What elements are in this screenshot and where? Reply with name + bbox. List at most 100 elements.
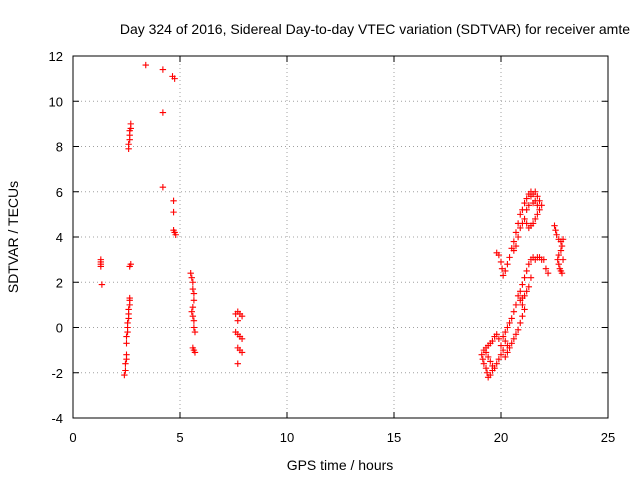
data-point (542, 265, 550, 272)
data-point (519, 220, 526, 227)
data-point (532, 215, 539, 223)
data-point (519, 281, 526, 288)
data-point (514, 233, 522, 241)
data-point (487, 358, 494, 365)
data-point (510, 238, 518, 245)
data-point (534, 193, 541, 200)
data-point (499, 346, 507, 354)
x-tick-label: 10 (280, 430, 294, 445)
data-point (190, 317, 198, 324)
data-point (478, 351, 485, 358)
data-point (495, 355, 503, 363)
data-point (191, 328, 199, 336)
data-point (527, 274, 535, 281)
data-point (190, 297, 198, 304)
y-tick-label: 0 (56, 321, 63, 336)
data-point (517, 224, 524, 232)
data-point (122, 367, 129, 374)
data-point (523, 206, 530, 214)
data-point (555, 260, 562, 268)
data-point (170, 208, 177, 216)
data-point (189, 279, 197, 286)
data-point (510, 308, 518, 315)
data-point (189, 312, 197, 320)
data-point (483, 369, 491, 376)
data-point (504, 349, 511, 356)
data-point (514, 326, 522, 333)
data-point (495, 335, 503, 343)
data-point (479, 355, 487, 363)
data-point (519, 301, 526, 309)
data-point (519, 312, 526, 320)
data-point (124, 319, 131, 327)
data-point (122, 360, 129, 367)
data-point (527, 193, 535, 200)
data-point (97, 263, 105, 270)
data-point (551, 222, 558, 229)
data-point (187, 270, 194, 277)
data-point (534, 211, 541, 218)
x-tick-label: 25 (601, 430, 615, 445)
data-point (495, 251, 503, 259)
data-point (534, 202, 541, 209)
data-point (499, 272, 507, 279)
data-point (525, 202, 533, 209)
y-tick-label: 12 (49, 49, 63, 64)
y-tick-label: 4 (56, 230, 63, 245)
data-point (502, 328, 509, 336)
data-point (559, 256, 567, 263)
data-point (523, 267, 530, 275)
x-tick-labels: 0 5 10 15 20 25 (69, 430, 615, 445)
data-point (238, 349, 246, 356)
data-point (489, 337, 496, 345)
data-point (508, 340, 515, 347)
data-point (159, 184, 167, 191)
axis-ticks (72, 55, 609, 419)
data-point (519, 294, 526, 302)
data-point (123, 351, 130, 358)
data-point (555, 251, 562, 259)
data-point (523, 288, 530, 295)
data-point (159, 66, 167, 73)
data-point (125, 306, 132, 313)
data-point (125, 141, 132, 148)
data-point (521, 306, 528, 313)
data-point (557, 247, 565, 254)
data-point (191, 349, 199, 356)
grid (73, 56, 608, 418)
data-point (558, 242, 566, 250)
data-point (497, 351, 505, 358)
data-point (521, 274, 528, 281)
x-axis-title: GPS time / hours (287, 457, 394, 473)
data-point (502, 267, 509, 275)
data-point (238, 312, 246, 320)
data-point (504, 260, 511, 268)
data-point (508, 315, 515, 322)
x-tick-label: 15 (387, 430, 401, 445)
x-tick-label: 20 (494, 430, 508, 445)
data-point (172, 231, 179, 238)
data-point (170, 197, 177, 204)
data-point (525, 283, 533, 290)
data-point (126, 294, 133, 302)
data-point (482, 365, 490, 372)
y-tick-label: -2 (51, 366, 63, 381)
y-tick-labels: -4 -2 0 2 4 6 8 10 12 (49, 49, 63, 426)
data-point (489, 362, 496, 370)
data-point (484, 353, 492, 361)
data-point (234, 360, 241, 367)
data-point (493, 331, 500, 338)
data-point (514, 292, 522, 300)
data-point (482, 349, 490, 356)
data-point (188, 274, 195, 281)
x-tick-label: 5 (176, 430, 183, 445)
data-point (552, 227, 559, 234)
data-point (504, 324, 511, 331)
data-point (512, 242, 520, 250)
x-tick-label: 0 (69, 430, 76, 445)
data-point (480, 360, 488, 367)
data-point (512, 229, 520, 236)
data-point (127, 120, 134, 128)
data-point (123, 340, 130, 347)
